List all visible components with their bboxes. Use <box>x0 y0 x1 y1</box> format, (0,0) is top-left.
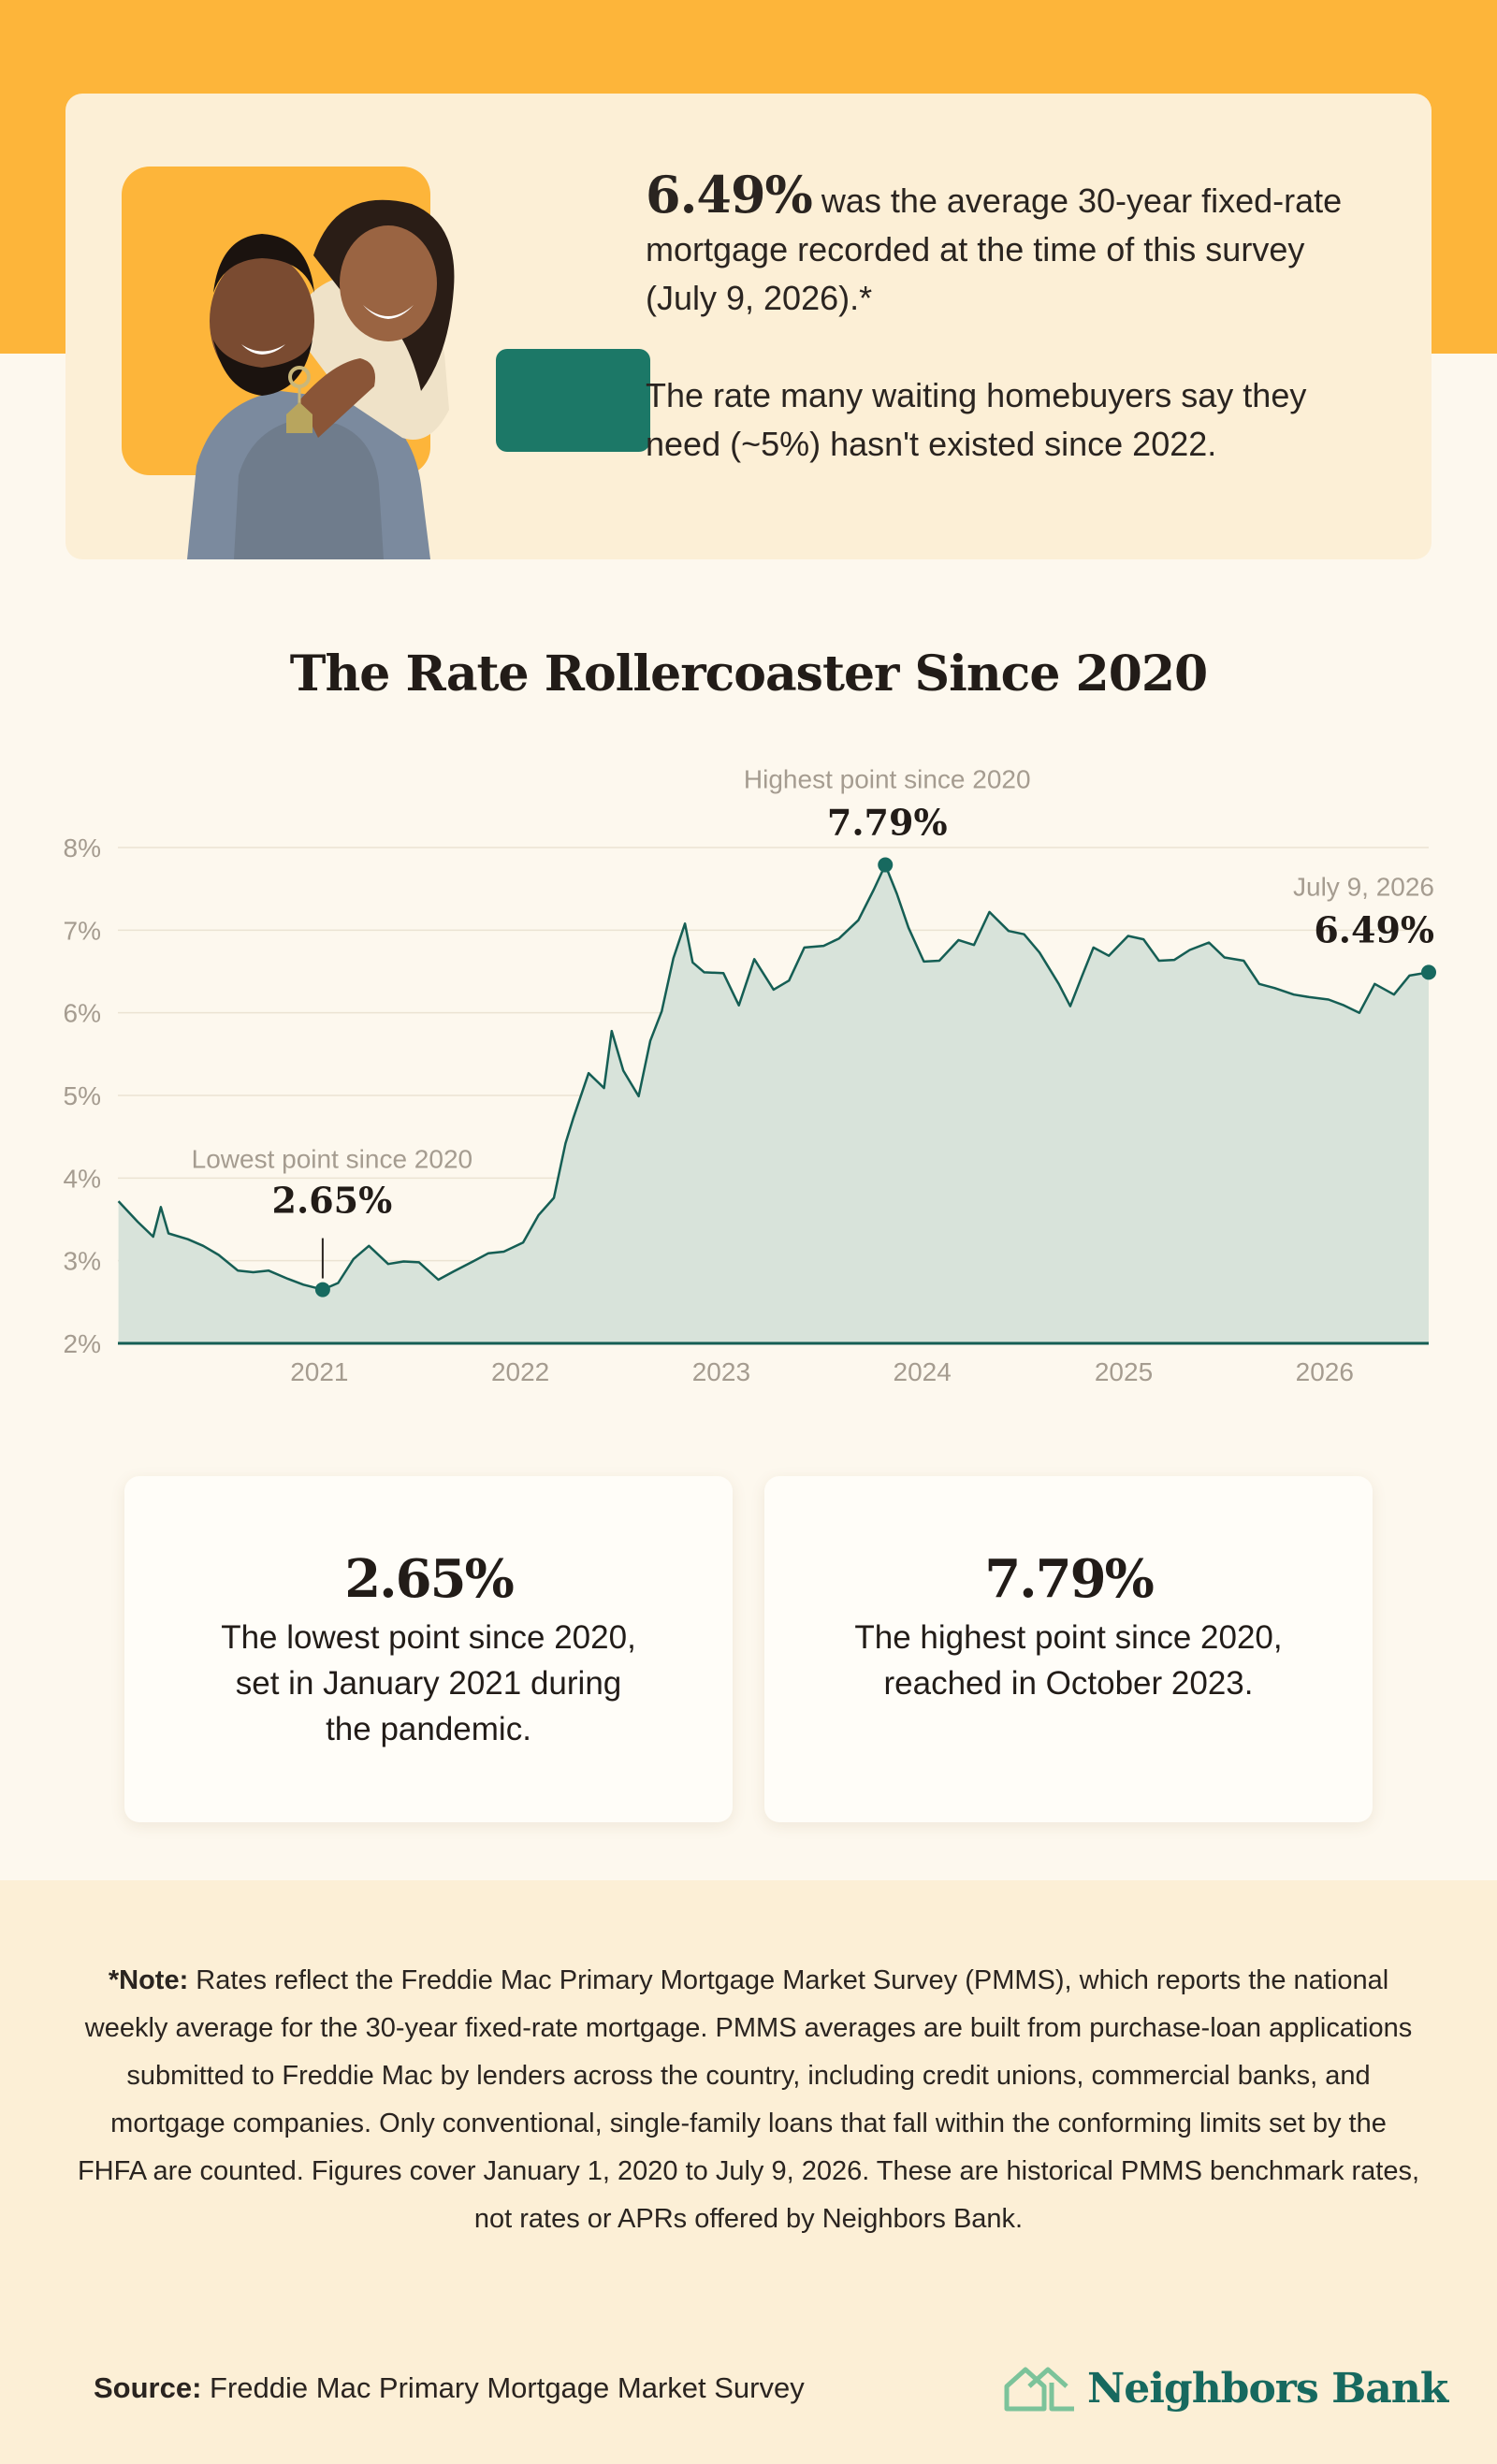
hero-rate-text: was the average 30-year fixed-rate mortg… <box>646 181 1343 317</box>
stat-card-lowest: 2.65% The lowest point since 2020, set i… <box>124 1476 733 1822</box>
x-tick-label: 2021 <box>290 1357 348 1386</box>
y-tick-label: 7% <box>64 916 101 945</box>
highest-value-label: 7.79% <box>827 802 948 844</box>
stat-highest-description: The highest point since 2020, reached in… <box>854 1619 1283 1702</box>
x-tick-label: 2024 <box>894 1357 952 1386</box>
current-value-label: 6.49% <box>1314 908 1434 950</box>
y-tick-label: 4% <box>64 1164 101 1193</box>
y-tick-label: 5% <box>64 1081 101 1110</box>
stat-card-highest: 7.79% The highest point since 2020, reac… <box>764 1476 1373 1822</box>
lowest-point-label: Lowest point since 2020 <box>192 1145 472 1174</box>
source-lead: Source: <box>94 2371 202 2404</box>
stat-lowest-value: 2.65% <box>344 1548 515 1610</box>
lowest-value-label: 2.65% <box>272 1180 393 1222</box>
chart-title: The Rate Rollercoaster Since 2020 <box>289 645 1209 703</box>
footnote-band <box>0 1880 1497 2464</box>
current-point-label: July 9, 2026 <box>1293 872 1434 901</box>
couple-photo <box>122 167 650 559</box>
source-text: Freddie Mac Primary Mortgage Market Surv… <box>201 2371 805 2404</box>
stat-highest-value: 7.79% <box>984 1548 1155 1610</box>
footnote: *Note: Rates reflect the Freddie Mac Pri… <box>75 1957 1422 2243</box>
x-tick-label: 2026 <box>1296 1357 1354 1386</box>
brand-name: Neighbors Bank <box>1087 2364 1448 2413</box>
hero-rate-value: 6.49% <box>646 165 813 225</box>
highest-point-marker <box>878 857 894 873</box>
hero-text: 6.49% was the average 30-year fixed-rate… <box>646 169 1375 469</box>
brand-logo: Neighbors Bank <box>1003 2355 1448 2421</box>
current-point-marker <box>1421 964 1436 980</box>
footnote-lead: *Note: <box>108 1965 189 1995</box>
hero-wait-text: The rate many waiting homebuyers say the… <box>646 376 1307 463</box>
x-tick-label: 2023 <box>692 1357 750 1386</box>
stat-lowest-description: The lowest point since 2020, set in Janu… <box>221 1619 636 1747</box>
rate-series-line <box>117 863 1430 1291</box>
x-tick-label: 2025 <box>1095 1357 1153 1386</box>
rate-area-fill <box>118 864 1430 1343</box>
hero-rate-paragraph: 6.49% was the average 30-year fixed-rate… <box>646 169 1375 323</box>
rate-chart: 2% 3% 4% 5% 6% 7% 8% 2021 2022 2023 2024 2025 2026 2.… <box>64 765 1436 1386</box>
highest-point-label: Highest point since 2020 <box>744 765 1031 794</box>
lowest-point-marker <box>314 1282 330 1297</box>
y-tick-label: 2% <box>64 1329 101 1358</box>
source-line: Source: Freddie Mac Primary Mortgage Mar… <box>94 2371 805 2405</box>
y-tick-label: 8% <box>64 833 101 862</box>
footnote-text: Rates reflect the Freddie Mac Primary Mo… <box>77 1965 1420 2234</box>
y-tick-label: 6% <box>64 999 101 1028</box>
hero-card: 6.49% was the average 30-year fixed-rate… <box>65 94 1432 559</box>
x-tick-label: 2022 <box>491 1357 549 1386</box>
house-outline-logo-icon <box>1004 2367 1074 2412</box>
y-tick-label: 3% <box>64 1247 101 1276</box>
